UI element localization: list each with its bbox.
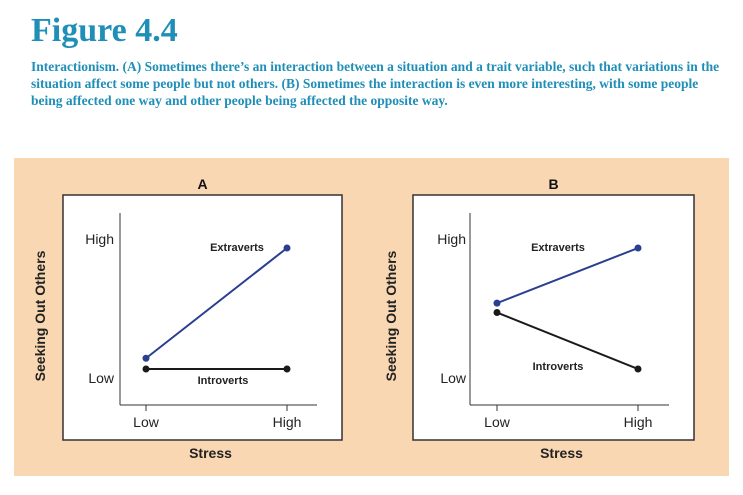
panel-a-introverts-point-low [142, 365, 150, 373]
panel-b-y-tick-label-high: High [437, 231, 466, 247]
panel-b-x-axis-label: Stress [540, 445, 583, 461]
panel-a-x-axis-label: Stress [189, 445, 232, 461]
panel-a-extraverts-line [145, 247, 288, 360]
panel-b-y-axis-label: Seeking Out Others [383, 250, 399, 381]
figure-title: Figure 4.4 [31, 12, 178, 49]
panel-a-introverts-point-high [283, 365, 291, 373]
panel-b-title: B [548, 176, 558, 192]
panel-b-label-introverts: Introverts [533, 361, 584, 373]
panel-b-extraverts-point-low [493, 299, 501, 307]
panel-a-y-tick-label-high: High [85, 231, 114, 247]
panel-b-frame [412, 194, 695, 441]
figure-caption: Interactionism. (A) Sometimes there’s an… [31, 59, 720, 108]
panel-a-x-tick-label-low: Low [133, 414, 160, 430]
panel-b-extraverts-line [496, 247, 639, 305]
panel-b-x-tick-label-low: Low [484, 414, 511, 430]
panel-a-label-extraverts: Extraverts [210, 242, 264, 254]
panel-b-y-tick-label-low: Low [440, 370, 467, 386]
panel-a-title: A [197, 176, 207, 192]
panel-b-introverts-line [496, 311, 639, 370]
panel-b-label-extraverts: Extraverts [531, 242, 585, 254]
panel-a-label-introverts: Introverts [198, 375, 249, 387]
panel-a-frame [62, 194, 343, 441]
panel-b-x-tick-label-high: High [624, 414, 653, 430]
panel-a-y-axis-label: Seeking Out Others [32, 250, 48, 381]
panel-b-introverts-point-low [493, 309, 501, 317]
panel-a-extraverts-point-high [283, 244, 291, 252]
panel-a-extraverts-point-low [142, 354, 150, 362]
panel-b-extraverts-point-high [634, 244, 642, 252]
panel-a-x-tick-label-high: High [273, 414, 302, 430]
panel-a-y-tick-label-low: Low [88, 370, 115, 386]
panel-b-introverts-point-high [634, 365, 642, 373]
